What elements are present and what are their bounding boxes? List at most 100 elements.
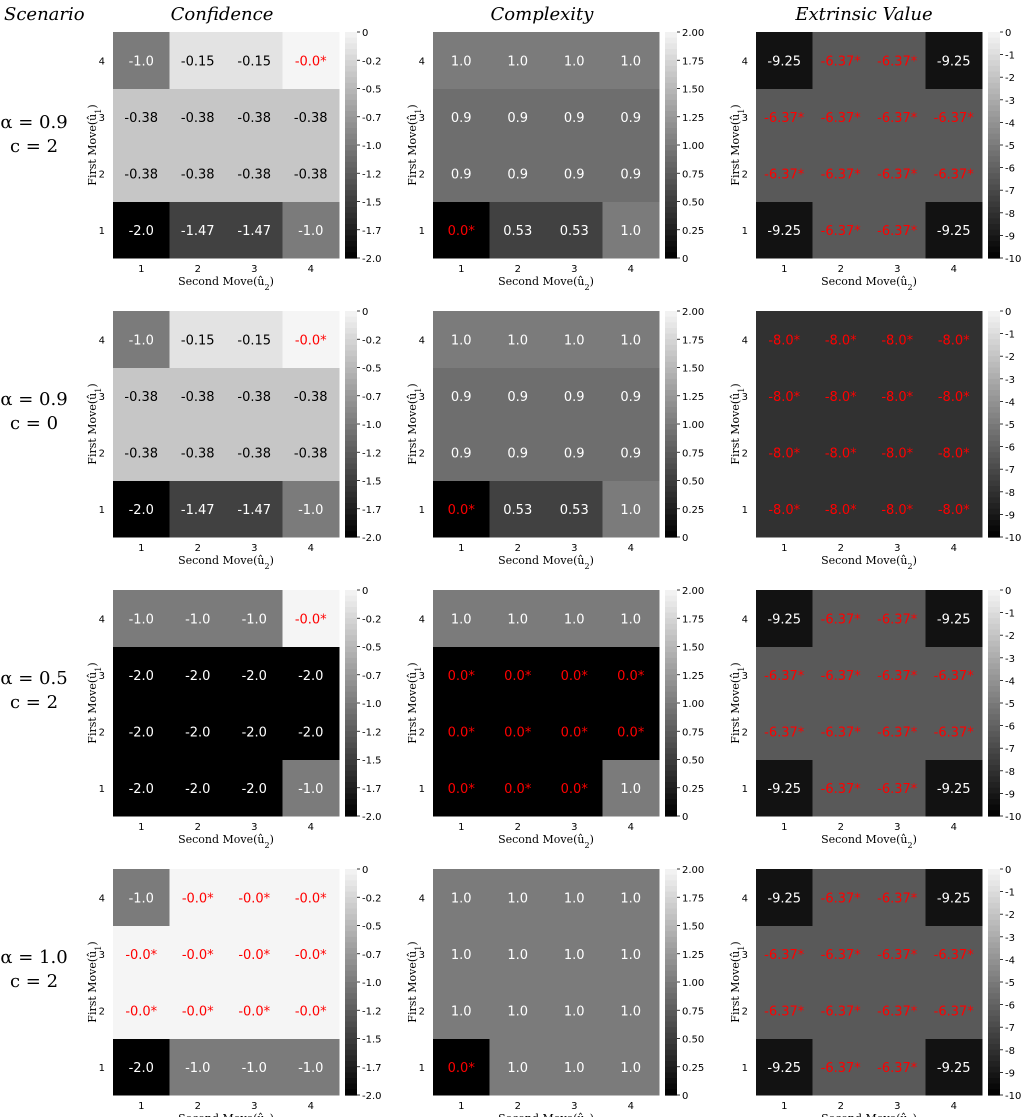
heatmap-cell (756, 145, 813, 202)
x-tick-label: 3 (894, 822, 900, 833)
colorbar-segment (988, 601, 1000, 608)
heatmap-cell (602, 145, 660, 202)
colorbar-segment (345, 942, 357, 949)
colorbar-tick-label: 0 (1005, 307, 1011, 318)
heatmap-cell (812, 367, 870, 425)
x-tick-label: 2 (515, 543, 521, 554)
colorbar-segment (345, 697, 357, 704)
colorbar-segment (665, 914, 677, 921)
colorbar-segment (988, 976, 1000, 983)
heatmap-cell (546, 646, 603, 704)
heatmap-cell (169, 201, 227, 259)
colorbar-tick-label: 0.50 (682, 477, 704, 488)
y-axis-label-subscript: 1 (94, 946, 103, 951)
colorbar-segment (345, 1089, 357, 1096)
colorbar-segment (345, 914, 357, 921)
y-axis-label-subscript: 1 (414, 946, 423, 951)
heatmap-cell (812, 424, 870, 481)
x-axis-label-close: ) (913, 1112, 917, 1117)
colorbar-segment (665, 235, 677, 242)
cell-value-label: -0.0* (295, 333, 327, 348)
colorbar-tick-label: 0 (682, 533, 688, 544)
colorbar-segment (345, 224, 357, 231)
colorbar-segment (665, 1078, 677, 1085)
cell-value-label: 1.0 (451, 54, 472, 69)
heatmap-cell (433, 145, 490, 202)
colorbar-segment (665, 373, 677, 380)
colorbar-segment (988, 1066, 1000, 1073)
colorbar-segment (665, 680, 677, 687)
colorbar-segment (988, 595, 1000, 602)
y-axis-label-subscript: 1 (94, 388, 103, 393)
heatmap-cell (602, 982, 660, 1039)
x-tick-label: 1 (458, 822, 464, 833)
y-axis-label: First Move(û1) (729, 104, 746, 185)
y-tick-label: 2 (99, 727, 105, 738)
cell-value-label: -2.0 (242, 725, 267, 740)
colorbar-segment (988, 931, 1000, 938)
heatmap-cell (869, 1038, 926, 1096)
colorbar-segment (345, 367, 357, 374)
cell-value-label: -8.0* (825, 333, 857, 348)
y-axis-label-close: ) (729, 104, 742, 108)
y-tick-label: 2 (419, 448, 425, 459)
y-axis-label-close: ) (406, 662, 419, 666)
colorbar-segment (988, 987, 1000, 994)
heatmap-cell (812, 925, 870, 983)
colorbar-segment (665, 759, 677, 766)
colorbar-segment (988, 635, 1000, 642)
cell-value-label: 0.9 (564, 167, 585, 182)
cell-value-label: 1.0 (620, 333, 641, 348)
y-axis-label-close: ) (86, 383, 99, 387)
colorbar-segment (665, 787, 677, 794)
cell-value-label: -6.37* (934, 669, 975, 684)
colorbar-tick-label: 2.00 (682, 865, 704, 876)
x-axis-label-text: Second Move(û (178, 833, 264, 846)
colorbar-segment (345, 60, 357, 67)
colorbar-segment (665, 936, 677, 944)
colorbar-tick-label: 0.50 (682, 756, 704, 767)
cell-value-label: 1.0 (507, 1004, 528, 1019)
cell-value-label: -0.0* (182, 891, 214, 906)
x-axis-label: Second Move(û2) (178, 833, 274, 850)
colorbar-segment (665, 229, 677, 236)
colorbar-segment (665, 457, 677, 465)
colorbar-segment (345, 508, 357, 515)
heatmap-cell (226, 869, 283, 926)
colorbar-tick-label: 0 (1005, 28, 1011, 39)
heatmap-cell (489, 480, 547, 538)
y-tick-label: 1 (742, 784, 748, 795)
x-axis-label: Second Move(û2) (821, 1112, 917, 1117)
colorbar-segment (665, 595, 677, 602)
cell-value-label: -0.0* (295, 891, 327, 906)
colorbar-segment (345, 959, 357, 966)
colorbar-segment (665, 435, 677, 442)
heatmap-cell (113, 759, 170, 817)
heatmap-cell (489, 424, 547, 481)
colorbar-segment (988, 327, 1000, 335)
y-axis-label-text: First Move(û (406, 393, 419, 465)
colorbar-segment (345, 590, 357, 597)
cell-value-label: -1.47 (181, 224, 215, 239)
y-tick-label: 1 (99, 1063, 105, 1074)
x-tick-label: 3 (571, 543, 577, 554)
cell-value-label: 0.0* (561, 782, 589, 797)
colorbar-segment (665, 218, 677, 225)
colorbar-tick-label: 1.50 (682, 85, 704, 96)
cell-value-label: -0.0* (182, 1004, 214, 1019)
heatmap-cell (169, 145, 227, 202)
cell-value-label: -8.0* (768, 503, 800, 518)
colorbar-segment (345, 703, 357, 710)
cell-value-label: 1.0 (620, 891, 641, 906)
colorbar-segment (665, 350, 677, 357)
x-tick-label: 1 (138, 822, 144, 833)
cell-value-label: -0.38 (124, 390, 158, 405)
cell-value-label: -8.0* (938, 333, 970, 348)
colorbar-segment (345, 246, 357, 253)
x-axis-label-subscript: 2 (265, 562, 270, 571)
heatmap-cell (169, 424, 227, 481)
heatmap-cell (282, 703, 340, 760)
colorbar-segment (345, 640, 357, 648)
heatmap-cell (489, 311, 547, 368)
cell-value-label: -0.38 (181, 390, 215, 405)
